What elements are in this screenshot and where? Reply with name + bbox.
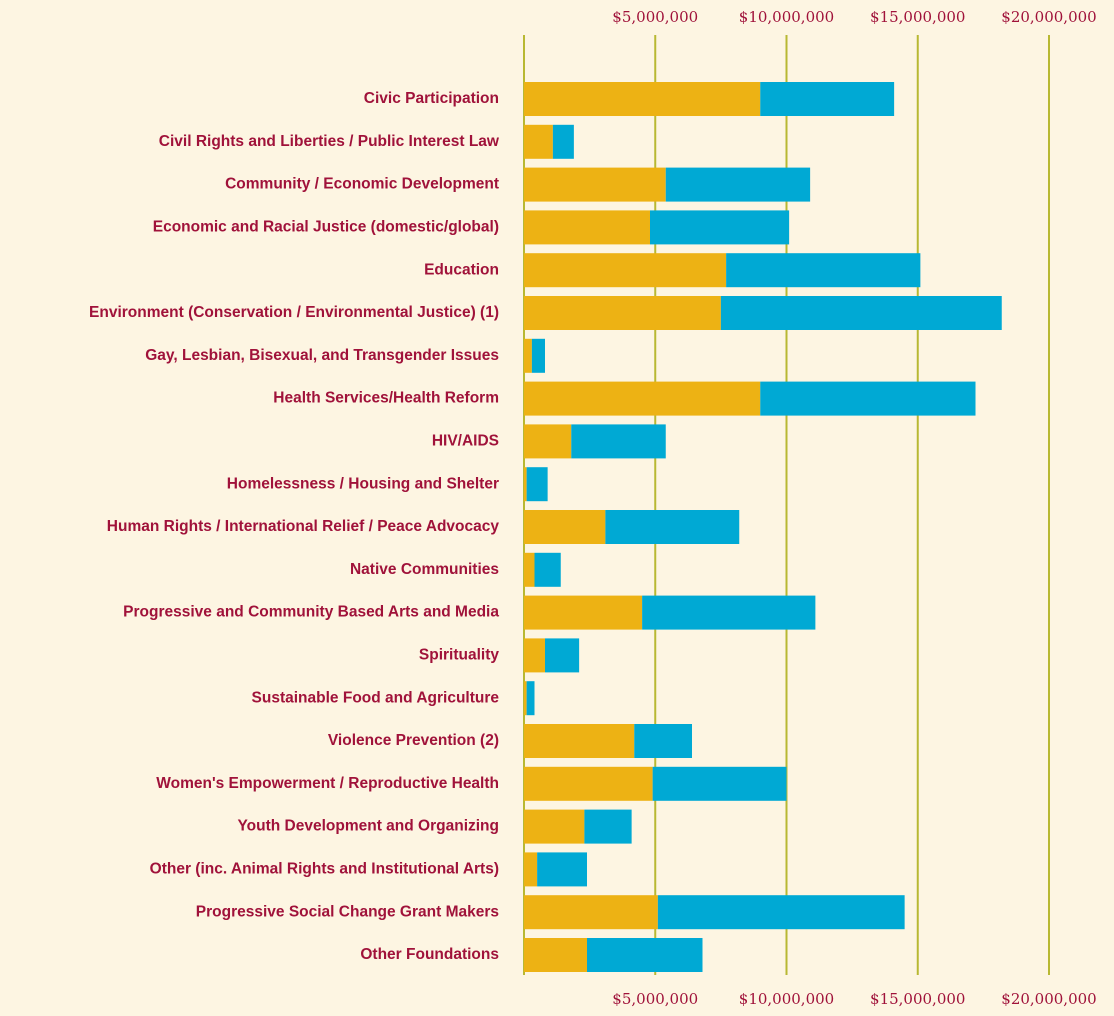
- category-label: Environment (Conservation / Environmenta…: [89, 304, 499, 321]
- category-label: Human Rights / International Relief / Pe…: [107, 518, 500, 535]
- category-label: Progressive Social Change Grant Makers: [196, 903, 499, 920]
- bar-segment: [524, 296, 721, 330]
- bar-segment: [524, 467, 527, 502]
- bar-segment: [571, 424, 666, 459]
- bar-segment: [760, 381, 976, 416]
- bar-segment: [524, 681, 527, 716]
- bar-segment: [524, 167, 666, 202]
- category-label: Other Foundations: [360, 946, 499, 963]
- bar-segment: [524, 595, 643, 630]
- bar-segment: [526, 681, 535, 716]
- category-label: HIV/AIDS: [432, 432, 499, 449]
- bar-segment: [665, 167, 811, 202]
- category-label: Education: [424, 261, 499, 278]
- bar-segment: [634, 724, 692, 758]
- x-tick-label: $5,000,000: [612, 990, 698, 1008]
- x-tick-label: $5,000,000: [612, 8, 698, 26]
- category-label: Community / Economic Development: [225, 176, 499, 193]
- bar-segment: [524, 724, 635, 758]
- bar-segment: [720, 296, 1002, 330]
- x-tick-label: $10,000,000: [739, 990, 834, 1008]
- bar-segment: [584, 809, 632, 844]
- bar-segment: [524, 82, 761, 116]
- x-tick-label: $10,000,000: [739, 8, 834, 26]
- category-label: Women's Empowerment / Reproductive Healt…: [156, 775, 499, 792]
- bar-segment: [587, 938, 703, 972]
- bar-segment: [524, 852, 538, 887]
- bar-segment: [524, 381, 761, 416]
- category-label: Civil Rights and Liberties / Public Inte…: [159, 133, 500, 150]
- category-label: Gay, Lesbian, Bisexual, and Transgender …: [145, 347, 499, 364]
- category-label: Economic and Racial Justice (domestic/gl…: [153, 218, 499, 235]
- category-label: Youth Development and Organizing: [237, 818, 499, 835]
- bar-segment: [524, 766, 653, 801]
- bar-segment: [524, 895, 658, 930]
- category-label: Violence Prevention (2): [328, 732, 499, 749]
- category-label: Health Services/Health Reform: [273, 390, 499, 407]
- bar-segment: [605, 510, 740, 544]
- bar-segment: [531, 338, 545, 373]
- category-label: Other (inc. Animal Rights and Institutio…: [150, 860, 499, 877]
- bar-segment: [552, 124, 574, 159]
- category-label: Native Communities: [350, 561, 499, 578]
- category-label: Progressive and Community Based Arts and…: [123, 604, 499, 621]
- bar-segment: [526, 467, 548, 502]
- category-label: Civic Participation: [364, 90, 499, 107]
- bar-segment: [524, 809, 585, 844]
- bar-segment: [537, 852, 587, 887]
- x-tick-label: $15,000,000: [870, 990, 965, 1008]
- bar-segment: [760, 82, 895, 116]
- x-tick-label: $20,000,000: [1001, 990, 1096, 1008]
- bar-segment: [534, 552, 561, 587]
- bar-segment: [652, 766, 787, 801]
- bar-segment: [726, 253, 921, 288]
- bar-segment: [524, 938, 587, 972]
- bar-segment: [524, 124, 553, 159]
- bar-segment: [545, 638, 580, 673]
- bar-segment: [524, 210, 650, 245]
- bar-segment: [642, 595, 816, 630]
- bar-segment: [524, 253, 727, 288]
- bar-segment: [524, 338, 532, 373]
- bar-segment: [524, 552, 535, 587]
- category-label: Spirituality: [419, 646, 499, 663]
- bar-segment: [650, 210, 790, 245]
- bar-segment: [524, 424, 572, 459]
- x-tick-label: $15,000,000: [870, 8, 965, 26]
- x-tick-label: $20,000,000: [1001, 8, 1096, 26]
- bar-segment: [524, 510, 606, 544]
- bar-segment: [657, 895, 905, 930]
- category-label: Homelessness / Housing and Shelter: [227, 475, 499, 492]
- category-label: Sustainable Food and Agriculture: [252, 689, 500, 706]
- bar-segment: [524, 638, 545, 673]
